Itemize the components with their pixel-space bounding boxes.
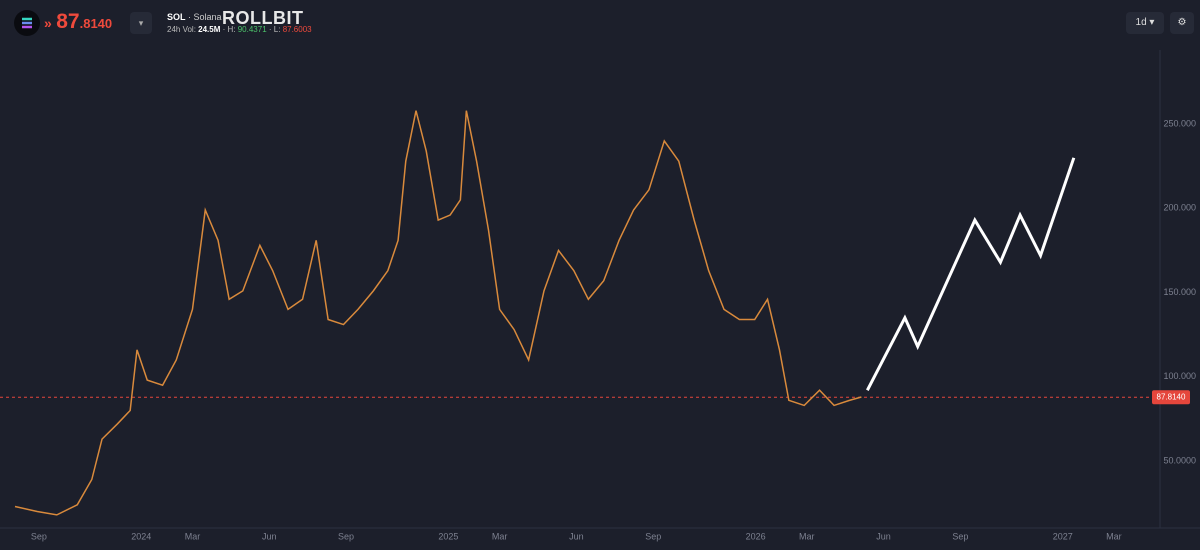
x-tick-label: Mar [185, 531, 201, 541]
symbol: SOL · Solana [167, 12, 222, 22]
brand-logo: ROLLBIT [222, 8, 304, 28]
y-tick-label: 200.000 [1163, 203, 1196, 213]
x-tick-label: Jun [876, 531, 891, 541]
x-tick-label: Sep [952, 531, 968, 541]
low: 87.6003 [282, 25, 312, 34]
high: 90.4371 [237, 25, 267, 34]
sol-logo [14, 10, 40, 36]
price-line [866, 157, 1076, 391]
vol-label: 24h Vol: [167, 25, 196, 34]
x-tick-label: Jun [262, 531, 277, 541]
y-tick-label: 100.000 [1163, 371, 1196, 381]
x-tick-label: Mar [1106, 531, 1122, 541]
market-dropdown[interactable]: ▾ [130, 12, 152, 34]
x-tick-label: 2026 [746, 531, 766, 541]
low-label: · L: [268, 25, 281, 34]
settings-button[interactable]: ⚙ [1170, 12, 1194, 34]
symbol-code: SOL [167, 12, 186, 22]
x-tick-label: Jun [569, 531, 584, 541]
y-tick-label: 150.000 [1163, 287, 1196, 297]
price-int: 87 [56, 10, 80, 33]
x-tick-label: Sep [645, 531, 661, 541]
interval-button[interactable]: 1d ▾ [1126, 12, 1164, 34]
price: » 87.8140 [44, 10, 113, 33]
x-tick-label: 2024 [131, 531, 151, 541]
price-frac: .8140 [79, 16, 113, 31]
y-tick-label: 50.0000 [1163, 455, 1196, 465]
interval: 1d [1135, 17, 1147, 28]
current-price-tag [1152, 390, 1190, 405]
stats: 24h Vol: 24.5M · H: 90.4371 · L: 87.6003 [167, 25, 312, 34]
x-tick-label: 2025 [438, 531, 458, 541]
x-tick-label: Mar [492, 531, 508, 541]
price-line [14, 110, 862, 516]
x-tick-label: Sep [338, 531, 354, 541]
x-tick-label: Mar [799, 531, 815, 541]
current-price-label: 87.8140 [1157, 392, 1186, 401]
header: » 87.8140 ▾ SOL · Solana ROLLBIT 24h Vol… [0, 0, 1200, 44]
vol: 24.5M [198, 25, 221, 34]
x-tick-label: Sep [31, 531, 47, 541]
symbol-name: · Solana [188, 12, 222, 22]
y-tick-label: 250.000 [1163, 118, 1196, 128]
high-label: H: [227, 25, 236, 34]
x-tick-label: 2027 [1053, 531, 1073, 541]
